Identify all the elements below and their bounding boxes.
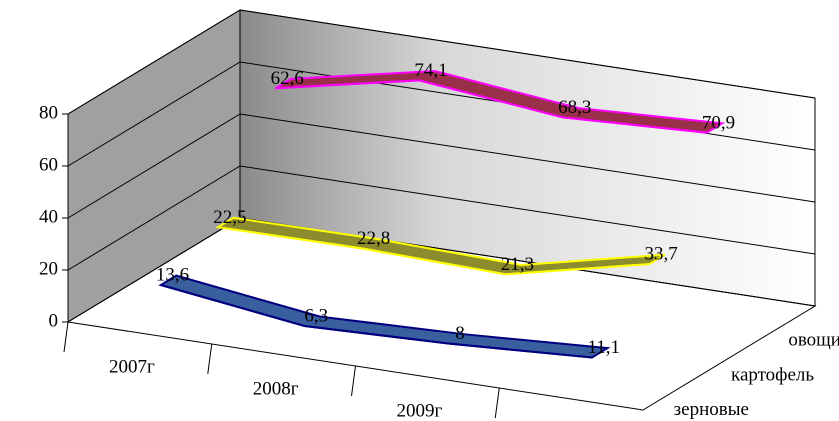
grid-line [67,113,816,219]
data-label: 33,7 [645,244,678,265]
data-label: 8 [455,323,465,344]
series-label: картофель [731,364,814,385]
x-tick-label: 2008г [253,378,299,399]
data-label: 62,6 [271,68,304,89]
data-label: 21,3 [501,254,534,275]
series-label: зерновые [674,399,749,420]
grid-line [67,165,816,271]
line [275,79,707,134]
x-tick-mark [494,387,500,419]
data-label: 68,3 [558,97,591,118]
data-label: 11,1 [588,337,621,358]
y-tick-label: 40 [39,206,58,227]
y-tick-label: 80 [39,102,58,123]
y-tick-label: 0 [49,310,59,331]
series-label: овощи [788,330,839,351]
line [160,284,593,359]
data-label: 6,3 [304,306,328,327]
x-tick-label: 2009г [396,400,442,421]
line [217,226,650,276]
x-tick-label: 2007г [109,356,155,377]
data-label: 22,5 [213,207,246,228]
y-tick-label: 20 [39,258,58,279]
x-tick-mark [351,365,356,397]
grid-line [67,9,816,115]
data-label: 13,6 [156,265,189,286]
data-label: 74,1 [414,60,447,81]
x-tick-mark [207,343,213,375]
y-tick-label: 60 [39,154,58,175]
data-label: 70,9 [702,112,735,133]
data-label: 22,8 [357,228,390,249]
x-tick-mark [63,321,69,353]
